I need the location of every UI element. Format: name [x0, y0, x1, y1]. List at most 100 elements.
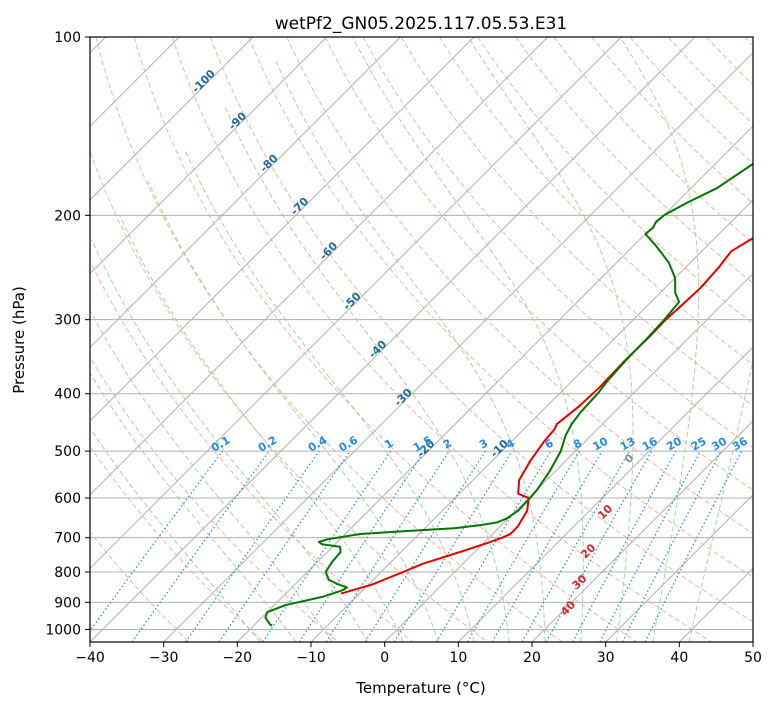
moist-adiabat	[467, 37, 634, 642]
mixing-ratio-line	[572, 450, 677, 642]
isotherm-line	[531, 420, 753, 642]
chart-title: wetPf2_GN05.2025.117.05.53.E31	[275, 14, 567, 34]
isotherm-line	[90, 37, 401, 349]
data-lines	[264, 162, 753, 627]
x-tick-label: 40	[670, 650, 688, 666]
mixing-ratio-line	[435, 450, 552, 642]
y-tick-label: 1000	[45, 622, 81, 638]
x-tick-label: 0	[380, 650, 389, 666]
moist-adiabat	[184, 149, 475, 642]
y-tick-label: 400	[54, 387, 81, 403]
y-tick-label: 500	[54, 444, 81, 460]
dry-adiabat	[438, 37, 753, 366]
mixing-ratio-label: 2	[441, 437, 454, 452]
dry-adiabat-label: -90	[226, 109, 249, 132]
axes: −40 −30 −20 −10 0 10 20 30 40 50 100 200 300 400 500 60…	[45, 30, 762, 666]
mixing-ratio-line	[621, 450, 722, 642]
x-tick-label: −30	[149, 650, 179, 666]
dry-adiabat-label: -70	[288, 194, 311, 217]
dry-adiabat-label: -80	[257, 152, 280, 175]
y-tick-label: 300	[54, 313, 81, 329]
isotherm-line	[457, 346, 753, 642]
mixing-ratio-line	[393, 450, 513, 642]
mixing-ratio-line	[131, 450, 270, 642]
dry-adiabat	[248, 37, 753, 578]
isotherm-line	[90, 37, 254, 201]
isotherm-line	[90, 37, 696, 642]
dry-adiabat	[90, 445, 264, 642]
moist-adiabat	[619, 37, 699, 642]
mixing-ratio-line	[185, 450, 320, 642]
dry-adiabat	[706, 37, 753, 86]
dry-adiabat	[286, 37, 753, 534]
moist-adiabat	[90, 427, 261, 642]
x-tick-label: 10	[449, 650, 467, 666]
moist-adiabat	[147, 180, 439, 642]
dry-adiabat	[90, 259, 414, 642]
mixing-ratio-line	[545, 450, 653, 642]
isotherm-line	[236, 125, 753, 642]
background-labels: -100-90-80-70-60-50-40-30-20 -10 010203040…	[189, 67, 750, 618]
dry-adiabat	[210, 37, 753, 623]
dry-adiabat	[515, 37, 753, 284]
mixing-ratio-line	[298, 450, 425, 642]
dry-adiabat	[324, 37, 753, 491]
x-tick-label: 50	[744, 650, 762, 666]
x-tick-label: −20	[223, 650, 253, 666]
isotherm-line	[90, 37, 549, 496]
dry-adiabat	[668, 37, 753, 125]
isotherm-line	[384, 272, 753, 642]
moist-adiabat	[90, 371, 297, 642]
isotherm-line	[752, 641, 753, 642]
mixing-ratio-line	[521, 450, 631, 642]
y-tick-label: 200	[54, 208, 81, 224]
dry-adiabat	[629, 37, 753, 165]
x-tick-label: 30	[597, 650, 615, 666]
moist-adiabat	[90, 309, 333, 642]
x-tick-label: −10	[296, 650, 326, 666]
y-axis-label: Pressure (hPa)	[10, 286, 28, 394]
isotherm-line	[163, 51, 753, 642]
plot-frame	[89, 36, 754, 643]
isotherm-line	[90, 37, 328, 275]
dry-adiabat	[171, 37, 712, 642]
moist-adiabat	[352, 37, 584, 642]
moist-adiabat-label: 30	[570, 572, 590, 592]
mixing-ratio-line	[599, 450, 702, 642]
dry-adiabat-label: -100	[189, 67, 218, 96]
mixing-ratio-line	[218, 450, 351, 642]
dry-adiabat	[591, 37, 753, 204]
isotherm-line	[678, 567, 753, 642]
dry-adiabat	[90, 356, 339, 642]
y-tick-label: 900	[54, 595, 81, 611]
moist-adiabat	[223, 104, 510, 642]
x-tick-label: 20	[523, 650, 541, 666]
isotherm-line	[605, 493, 753, 642]
dry-adiabat	[90, 531, 190, 642]
y-tick-label: 600	[54, 491, 81, 507]
mixing-ratio-line	[90, 450, 223, 632]
y-tick-label: 800	[54, 565, 81, 581]
mixing-ratio-line	[262, 450, 392, 642]
dry-adiabat	[133, 37, 638, 642]
dewpoint-profile-line	[264, 162, 753, 627]
mixing-ratio-line	[644, 450, 743, 642]
y-tick-label: 700	[54, 531, 81, 547]
dry-adiabat	[400, 37, 753, 407]
moist-adiabat	[91, 239, 369, 642]
x-tick-label: −40	[75, 650, 105, 666]
dry-adiabat-label: -60	[317, 239, 340, 262]
x-axis-label: Temperature (°C)	[355, 679, 485, 697]
moist-adiabat	[119, 215, 404, 642]
mixing-ratio-label: 6	[543, 436, 556, 451]
dry-adiabat	[362, 37, 753, 449]
moist-adiabat	[275, 61, 546, 642]
moist-adiabat-label: 40	[558, 598, 578, 618]
dry-adiabat	[90, 150, 488, 642]
dry-adiabat	[553, 37, 753, 244]
background-lines	[90, 37, 753, 642]
y-tick-label: 100	[54, 30, 81, 46]
dry-adiabat-label: -30	[392, 386, 415, 409]
moist-adiabat-label: 20	[578, 541, 598, 561]
